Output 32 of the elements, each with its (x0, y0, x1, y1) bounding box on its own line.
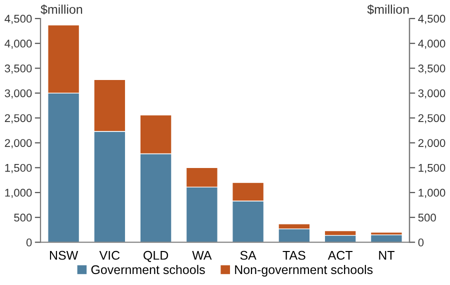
x-tick-label: SA (240, 250, 256, 260)
y-tick-label: 4,500 (4, 14, 32, 24)
x-tick-label: WA (192, 251, 212, 260)
y-tick-label: 1,500 (5, 164, 32, 174)
y2-axis-title: $million (367, 4, 409, 15)
y2-tick-label: 1,000 (418, 188, 446, 198)
x-tick-label: QLD (144, 250, 168, 262)
y-tick-label: 4,000 (4, 40, 32, 49)
y2-tick-label: 4,000 (418, 40, 446, 49)
legend-label: Non-government schools (235, 264, 373, 277)
y-tick-label: 2,000 (4, 139, 32, 148)
y-tick-label: 3,500 (4, 64, 32, 74)
y-tick-label: 0 (26, 238, 32, 246)
y-axis-title: $million (40, 4, 82, 15)
y-tick-label: 3,000 (4, 89, 32, 99)
y2-tick-label: 0 (418, 238, 424, 246)
legend-label: Government schools (91, 264, 205, 274)
y2-tick-label: 4,500 (418, 14, 446, 24)
x-tick-label: NSW (50, 250, 78, 260)
y2-tick-label: 2,500 (418, 114, 446, 124)
y2-tick-label: 500 (418, 214, 436, 222)
x-tick-label: TAS (282, 250, 306, 260)
x-tick-label: NT (379, 251, 394, 260)
y-tick-label: 1,000 (5, 188, 32, 198)
x-tick-label: VIC (99, 250, 120, 260)
y-tick-label: 500 (14, 214, 32, 222)
y2-tick-label: 3,500 (418, 64, 446, 74)
x-tick-label: ACT (328, 250, 353, 260)
y-tick-label: 2,500 (4, 114, 32, 124)
y2-tick-label: 2,000 (418, 139, 446, 148)
y2-tick-label: 1,500 (418, 164, 446, 174)
y2-tick-label: 3,000 (418, 89, 446, 99)
